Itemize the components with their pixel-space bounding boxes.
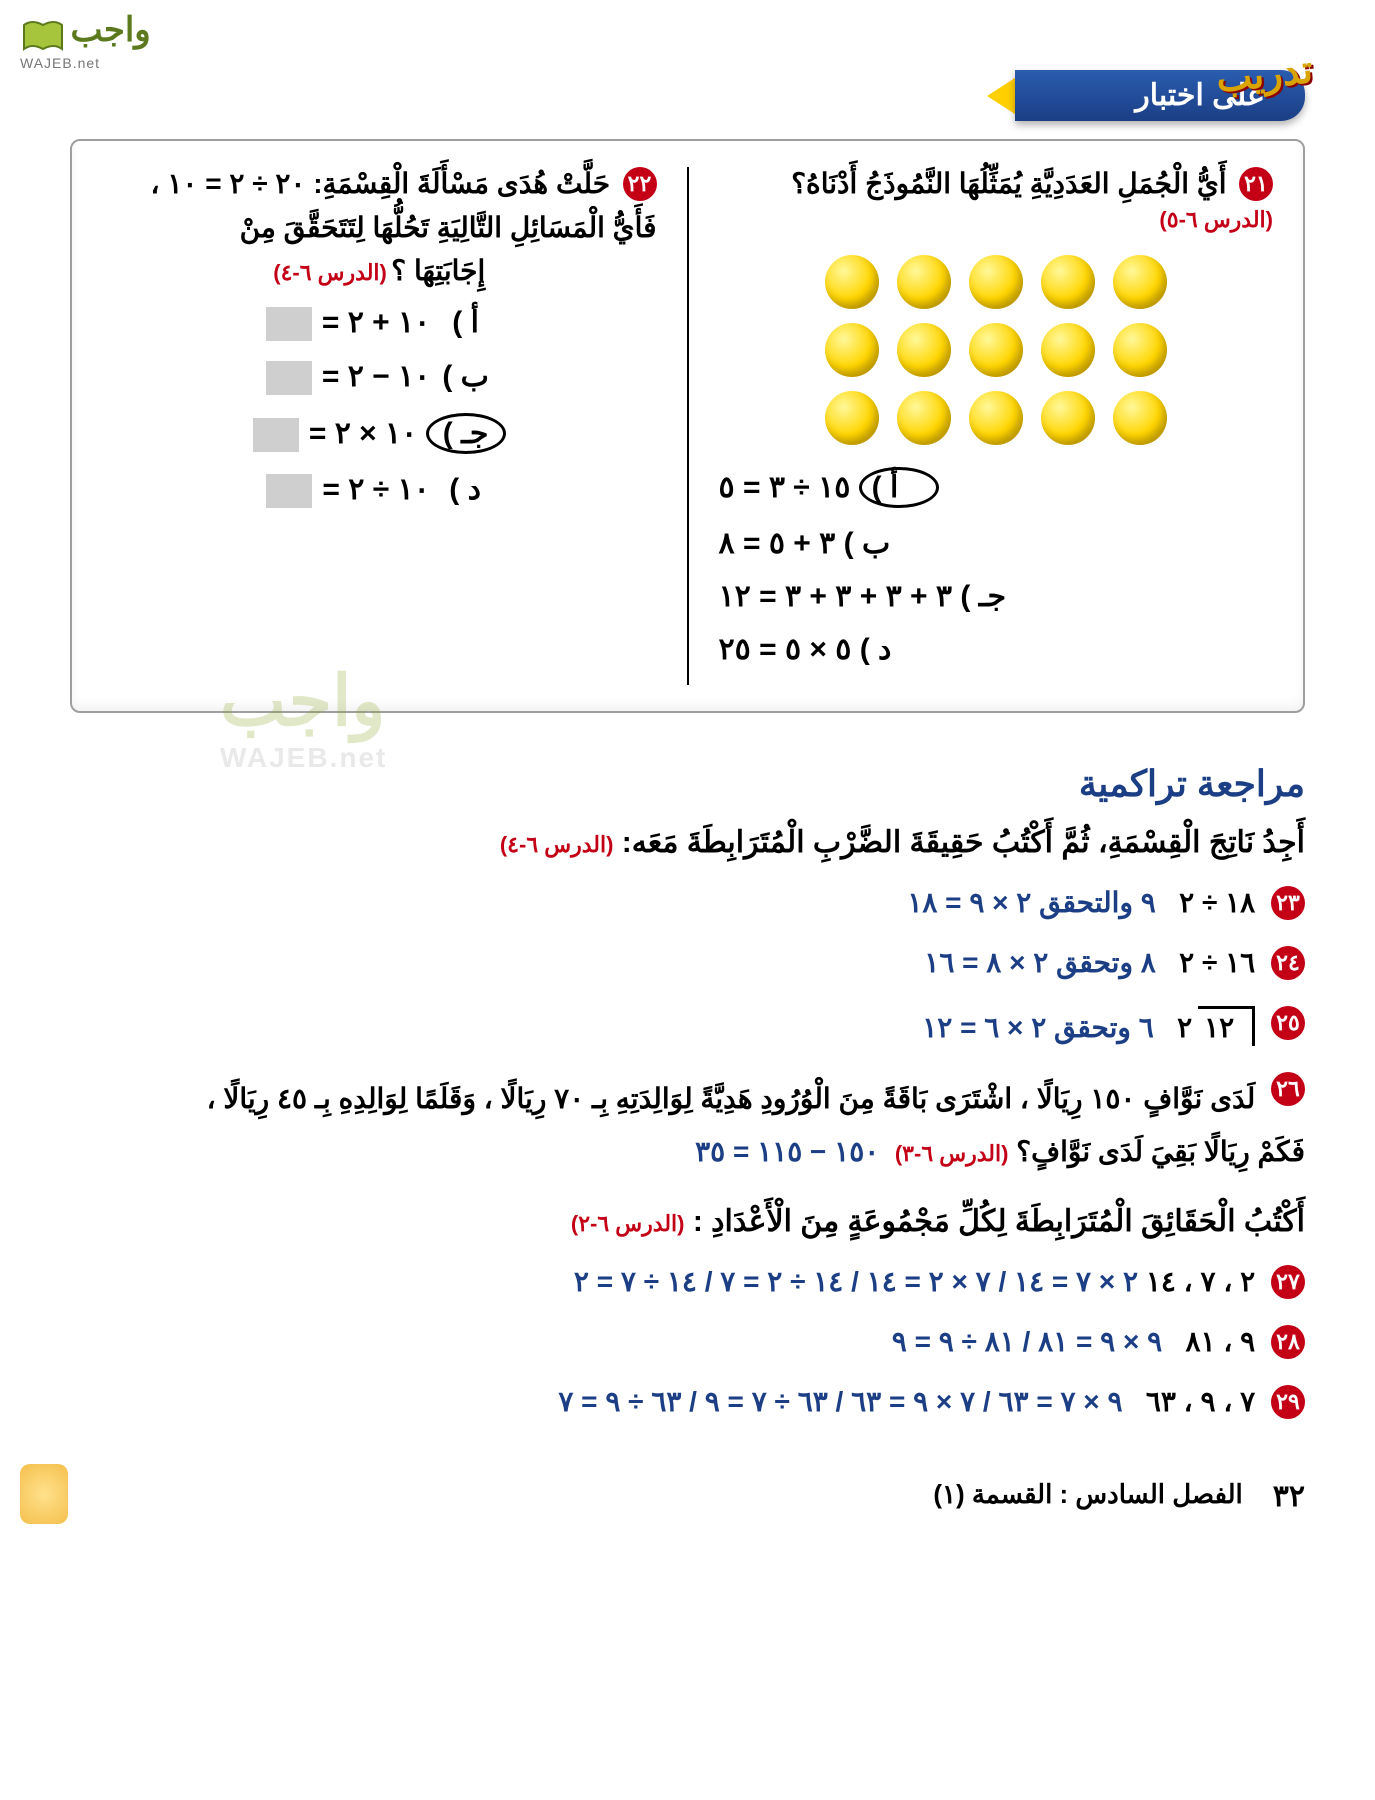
long-division-icon: ١٢ — [1198, 1006, 1255, 1046]
question-22: ٢٢ حَلَّتْ هُدَى مَسْأَلَةَ الْقِسْمَةِ:… — [102, 167, 687, 685]
q23-answer: ٩ والتحقق ٢ × ٩ = ١٨ — [907, 887, 1156, 918]
q21-opt-c: ٣ + ٣ + ٣ + ٣ = ١٢ — [719, 580, 953, 613]
banner: تدريب على اختبار — [70, 70, 1305, 121]
q22-opt-a-label: أ ) — [439, 305, 493, 340]
logo-sub: WAJEB.net — [20, 55, 151, 71]
question-26: ٢٦ لَدَى نَوَّافٍ ١٥٠ رِيَالًا ، اشْتَرَ… — [70, 1072, 1305, 1178]
question-24: ٢٤ ١٦ ÷ ٢ ٨ وتحقق ٢ × ٨ = ١٦ — [70, 946, 1305, 980]
logo: واجب WAJEB.net — [20, 10, 151, 71]
q21-opt-c-label: جـ ) — [960, 579, 1014, 614]
page-number: ٣٢ — [1273, 1479, 1305, 1514]
q22-opt-b: ١٠ − ٢ = — [322, 360, 430, 393]
q22-opt-a: ١٠ + ٢ = — [322, 306, 430, 339]
question-29: ٢٩ ٧ ، ٩ ، ٦٣ ٩ × ٧ = ٦٣ / ٧ × ٩ = ٦٣ / … — [70, 1385, 1305, 1419]
question-21: ٢١ أَيُّ الْجُمَلِ العَدَدِيَّةِ يُمَثِّ… — [687, 167, 1274, 685]
q22-text3: إِجَابَتِهَا ؟ — [391, 255, 485, 286]
q28-answer: ٩ × ٩ = ٨١ / ٨١ ÷ ٩ = ٩ — [892, 1326, 1162, 1357]
q22-text: حَلَّتْ هُدَى مَسْأَلَةَ الْقِسْمَةِ: ٢٠… — [151, 168, 611, 199]
blank-box — [266, 307, 312, 341]
blank-box — [253, 418, 299, 452]
q21-lesson: (الدرس ٦-٥) — [719, 207, 1274, 233]
lead-2: أَكْتُبُ الْحَقَائِقَ الْمُتَرَابِطَةَ ل… — [70, 1204, 1305, 1239]
q21-model — [719, 255, 1274, 445]
q25-answer: ٦ وتحقق ٢ × ٦ = ١٢ — [922, 1012, 1154, 1043]
q22-text2: فَأَيُّ الْمَسَائِلِ التَّالِيَةِ تَحُلُ… — [102, 211, 657, 244]
corner-ornament-icon — [20, 1464, 68, 1524]
chapter-title: الفصل السادس : القسمة (١) — [933, 1479, 1242, 1514]
q21-number: ٢١ — [1239, 167, 1273, 201]
blank-box — [266, 361, 312, 395]
q21-opt-a: ١٥ ÷ ٣ = ٥ — [719, 471, 851, 504]
blank-box — [266, 474, 312, 508]
lead-1: أَجِدُ نَاتِجَ الْقِسْمَةِ، ثُمَّ أَكْتُ… — [70, 825, 1305, 860]
question-27: ٢٧ ٢ ، ٧ ، ١٤ ٢ × ٧ = ١٤ / ٧ × ٢ = ١٤ / … — [70, 1265, 1305, 1299]
section-title: مراجعة تراكمية — [70, 763, 1305, 805]
q24-answer: ٨ وتحقق ٢ × ٨ = ١٦ — [924, 947, 1156, 978]
q22-options: أ ) ١٠ + ٢ = ب ) ١٠ − ٢ = جـ ) ١٠ × ٢ = … — [102, 305, 657, 508]
q22-opt-c-label: جـ ) — [426, 413, 506, 454]
q21-text: أَيُّ الْجُمَلِ العَدَدِيَّةِ يُمَثِّلُه… — [791, 168, 1226, 199]
banner-tag: تدريب — [1214, 47, 1315, 102]
q21-opt-d: ٥ × ٥ = ٢٥ — [719, 633, 852, 666]
q21-opt-d-label: د ) — [860, 632, 914, 667]
q22-opt-b-label: ب ) — [439, 359, 493, 394]
q29-answer: ٩ × ٧ = ٦٣ / ٧ × ٩ = ٦٣ / ٦٣ ÷ ٧ = ٩ / ٦… — [558, 1386, 1122, 1417]
q26-answer: ١٥٠ − ١١٥ = ٣٥ — [695, 1136, 879, 1167]
question-23: ٢٣ ١٨ ÷ ٢ ٩ والتحقق ٢ × ٩ = ١٨ — [70, 886, 1305, 920]
question-28: ٢٨ ٩ ، ٨١ ٩ × ٩ = ٨١ / ٨١ ÷ ٩ = ٩ — [70, 1325, 1305, 1359]
question-25: ٢٥ ١٢٢ ٦ وتحقق ٢ × ٦ = ١٢ — [70, 1006, 1305, 1046]
q21-opt-a-label: أ ) — [859, 467, 939, 508]
q22-opt-c: ١٠ × ٢ = — [309, 417, 417, 450]
q22-lesson: (الدرس ٦-٤) — [273, 260, 387, 285]
q22-number: ٢٢ — [623, 167, 657, 201]
q22-opt-d-label: د ) — [438, 472, 492, 507]
q22-opt-d: ١٠ ÷ ٢ = — [322, 473, 429, 506]
page-footer: ٣٢ الفصل السادس : القسمة (١) — [70, 1479, 1305, 1514]
logo-text: واجب — [70, 11, 150, 49]
q27-answer: ٢ × ٧ = ١٤ / ٧ × ٢ = ١٤ / ١٤ ÷ ٢ = ٧ / ١… — [574, 1266, 1138, 1297]
q21-opt-b-label: ب ) — [844, 526, 898, 561]
q21-opt-b: ٣ + ٥ = ٨ — [719, 527, 836, 560]
q21-options: أ ) ١٥ ÷ ٣ = ٥ ب ) ٣ + ٥ = ٨ جـ ) ٣ + ٣ … — [719, 467, 1274, 667]
